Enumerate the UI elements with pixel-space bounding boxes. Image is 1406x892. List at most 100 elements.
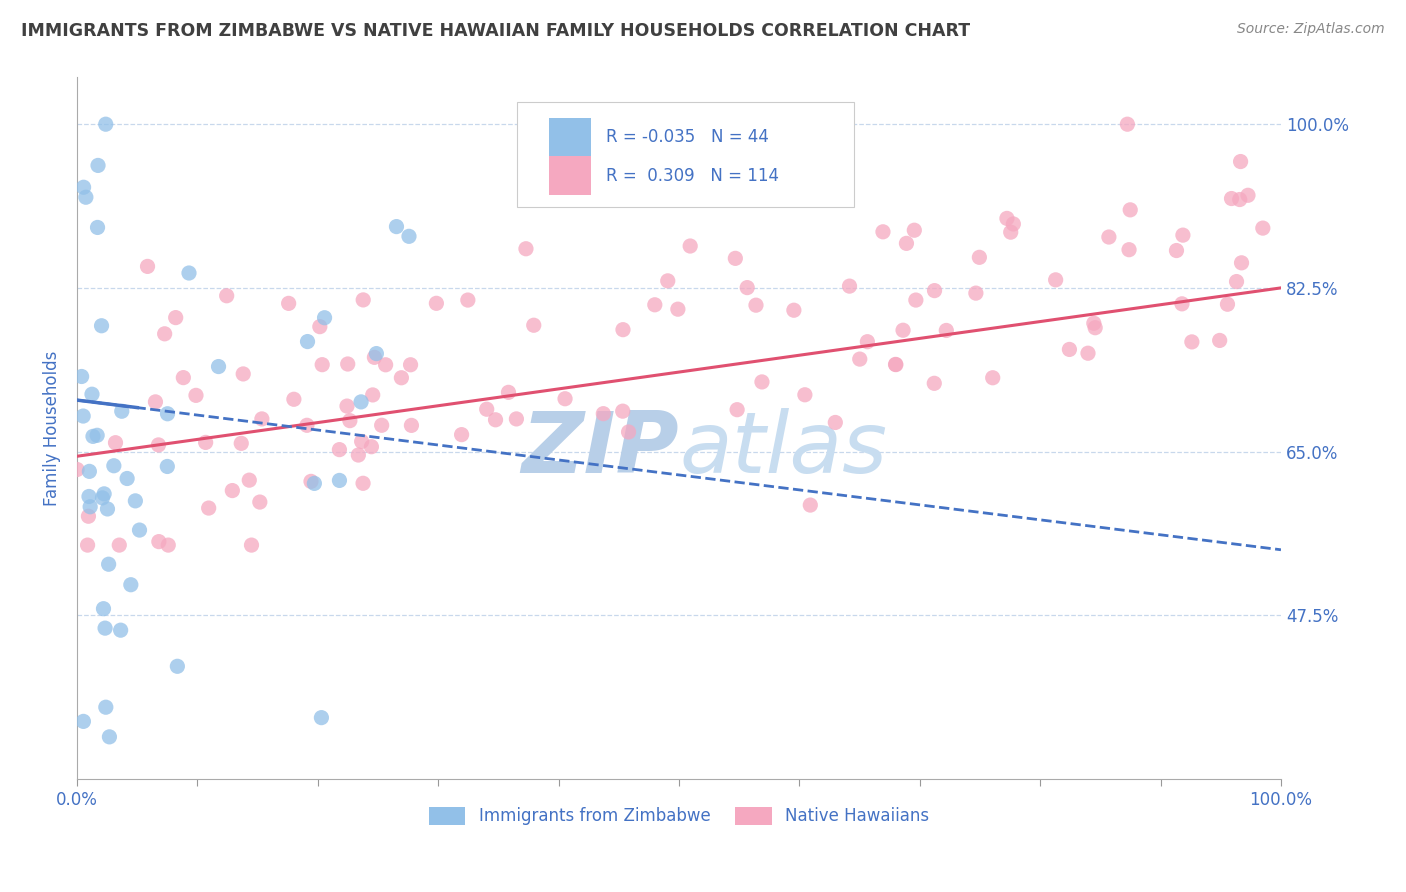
- Point: [666, 302, 689, 317]
- Point: [111, 404, 134, 418]
- Point: [1077, 346, 1099, 360]
- Text: atlas: atlas: [679, 408, 887, 491]
- Point: [515, 242, 537, 256]
- Point: [86, 428, 108, 442]
- Point: [98, 730, 121, 744]
- Point: [644, 298, 666, 312]
- Point: [366, 346, 388, 360]
- Point: [903, 223, 925, 237]
- Point: [314, 310, 336, 325]
- Text: R = -0.035   N = 44: R = -0.035 N = 44: [606, 128, 769, 146]
- Point: [77, 490, 100, 504]
- Point: [965, 286, 987, 301]
- Point: [96, 502, 118, 516]
- Point: [523, 318, 546, 333]
- Point: [311, 358, 333, 372]
- Point: [328, 442, 350, 457]
- Point: [360, 440, 382, 454]
- Point: [128, 523, 150, 537]
- Point: [1171, 228, 1194, 243]
- Point: [166, 659, 188, 673]
- Point: [240, 538, 263, 552]
- Point: [157, 538, 180, 552]
- Point: [120, 578, 142, 592]
- Point: [194, 435, 217, 450]
- Point: [238, 473, 260, 487]
- Text: R =  0.309   N = 114: R = 0.309 N = 114: [606, 167, 779, 185]
- Point: [72, 714, 94, 729]
- Bar: [548, 156, 591, 195]
- Point: [856, 334, 879, 349]
- Point: [884, 358, 907, 372]
- Point: [370, 418, 392, 433]
- Point: [153, 326, 176, 341]
- Point: [72, 409, 94, 423]
- Point: [745, 298, 768, 312]
- Point: [1181, 334, 1204, 349]
- Point: [450, 427, 472, 442]
- Point: [352, 476, 374, 491]
- Point: [924, 284, 946, 298]
- Point: [148, 438, 170, 452]
- Point: [339, 414, 361, 428]
- Point: [77, 509, 100, 524]
- Point: [1098, 230, 1121, 244]
- Text: ZIP: ZIP: [522, 408, 679, 491]
- Point: [197, 501, 219, 516]
- Point: [896, 236, 918, 251]
- Text: IMMIGRANTS FROM ZIMBABWE VS NATIVE HAWAIIAN FAMILY HOUSEHOLDS CORRELATION CHART: IMMIGRANTS FROM ZIMBABWE VS NATIVE HAWAI…: [21, 22, 970, 40]
- Point: [891, 323, 914, 337]
- Point: [389, 370, 412, 384]
- Point: [838, 279, 860, 293]
- Point: [922, 376, 945, 391]
- Legend: Immigrants from Zimbabwe, Native Hawaiians: Immigrants from Zimbabwe, Native Hawaiia…: [420, 798, 938, 834]
- Point: [361, 388, 384, 402]
- Point: [76, 538, 98, 552]
- Point: [385, 219, 408, 234]
- Point: [617, 425, 640, 439]
- Point: [72, 180, 94, 194]
- Point: [848, 352, 870, 367]
- Point: [1166, 244, 1188, 258]
- Point: [156, 407, 179, 421]
- Y-axis label: Family Households: Family Households: [44, 351, 60, 506]
- Point: [90, 318, 112, 333]
- Point: [108, 538, 131, 552]
- Point: [484, 413, 506, 427]
- Point: [1171, 297, 1194, 311]
- Point: [904, 293, 927, 307]
- Point: [94, 700, 117, 714]
- Point: [66, 462, 89, 476]
- Point: [724, 252, 747, 266]
- Point: [350, 395, 373, 409]
- Point: [283, 392, 305, 407]
- Point: [165, 310, 187, 325]
- Point: [93, 601, 115, 615]
- Point: [336, 357, 359, 371]
- Point: [207, 359, 229, 374]
- Point: [884, 358, 907, 372]
- Point: [1225, 275, 1247, 289]
- Point: [75, 190, 97, 204]
- Point: [1002, 217, 1025, 231]
- Point: [475, 402, 498, 417]
- Point: [103, 458, 125, 473]
- Point: [172, 370, 194, 384]
- Point: [1118, 243, 1140, 257]
- Point: [1251, 221, 1274, 235]
- Point: [498, 385, 520, 400]
- Point: [1083, 316, 1105, 330]
- Point: [136, 260, 159, 274]
- Point: [592, 407, 614, 421]
- Point: [981, 370, 1004, 384]
- Point: [86, 220, 108, 235]
- Point: [824, 416, 846, 430]
- Point: [505, 412, 527, 426]
- Point: [91, 491, 114, 505]
- Point: [612, 323, 634, 337]
- Point: [425, 296, 447, 310]
- Point: [156, 459, 179, 474]
- Point: [249, 495, 271, 509]
- Point: [148, 534, 170, 549]
- Point: [232, 367, 254, 381]
